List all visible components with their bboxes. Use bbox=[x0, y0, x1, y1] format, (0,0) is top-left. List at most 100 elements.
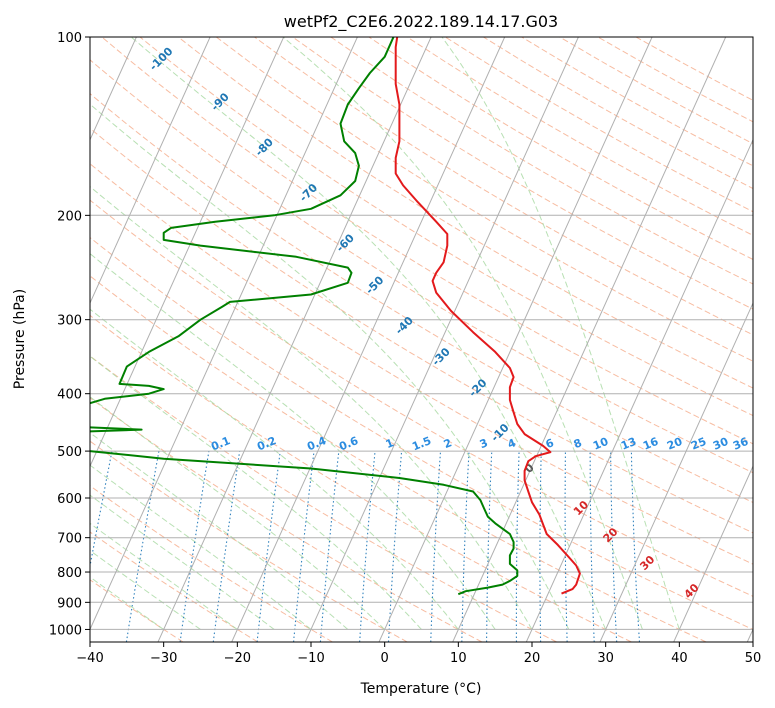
dry-adiabat bbox=[292, 37, 753, 310]
mixing-ratio-line bbox=[539, 451, 542, 642]
isotherm-line bbox=[746, 628, 753, 642]
dry-adiabat-label: -70 bbox=[297, 181, 320, 204]
mixing-ratio-label: 20 bbox=[665, 435, 684, 453]
x-tick-label: −40 bbox=[76, 651, 103, 666]
dry-adiabat bbox=[90, 275, 707, 642]
y-axis-label: Pressure (hPa) bbox=[12, 289, 28, 389]
isotherm-line bbox=[90, 37, 285, 468]
mixing-ratio-line bbox=[293, 451, 315, 642]
dry-adiabat bbox=[90, 59, 753, 474]
moist-adiabat bbox=[90, 464, 312, 630]
isotherm-line bbox=[378, 37, 653, 642]
isotherm-line bbox=[0, 37, 63, 642]
x-axis-label: Temperature (°C) bbox=[360, 681, 482, 697]
x-tick-label: 0 bbox=[381, 651, 389, 666]
mixing-ratio-line bbox=[256, 451, 281, 642]
chart-title: wetPf2_C2E6.2022.189.14.17.G03 bbox=[284, 12, 558, 32]
x-tick-label: 10 bbox=[450, 651, 467, 666]
dry-adiabat bbox=[90, 236, 753, 630]
moist-adiabat bbox=[90, 103, 570, 630]
isotherm-line bbox=[452, 37, 727, 642]
y-tick-label: 600 bbox=[57, 492, 82, 507]
isotherm-line bbox=[90, 37, 211, 305]
y-tick-label: 500 bbox=[57, 445, 82, 460]
moist-adiabat bbox=[90, 522, 238, 630]
dry-adiabat bbox=[90, 314, 632, 642]
mixing-ratio-label: 0.6 bbox=[337, 434, 360, 453]
dry-adiabat bbox=[90, 355, 557, 642]
dry-adiabat-label: -30 bbox=[430, 345, 453, 368]
y-tick-label: 100 bbox=[57, 31, 82, 46]
moist-adiabat bbox=[90, 253, 496, 630]
x-tick-label: −20 bbox=[224, 651, 251, 666]
mixing-ratio-line bbox=[564, 451, 568, 642]
moist-adiabat bbox=[90, 494, 275, 630]
mixing-ratio-line bbox=[589, 451, 595, 642]
mixing-ratio-label: 36 bbox=[731, 435, 750, 453]
dry-adiabat bbox=[90, 397, 483, 642]
moist-adiabat bbox=[90, 308, 459, 630]
moist-adiabat bbox=[90, 432, 349, 630]
isotherm-line bbox=[90, 37, 137, 142]
mixing-ratio-line bbox=[179, 451, 210, 642]
mixing-ratio-line bbox=[212, 451, 241, 642]
dry-adiabat bbox=[177, 37, 753, 389]
moist-adiabat bbox=[90, 396, 386, 630]
dry-adiabat bbox=[90, 579, 184, 642]
dry-adiabat bbox=[445, 37, 753, 213]
dry-adiabat bbox=[559, 37, 753, 145]
mixing-ratio-line bbox=[319, 451, 340, 642]
dry-adiabat bbox=[90, 531, 259, 642]
mixing-ratio-label: 10 bbox=[591, 435, 610, 453]
dry-adiabat bbox=[139, 37, 753, 417]
isotherm-line bbox=[304, 37, 579, 642]
mixing-ratio-line bbox=[630, 451, 641, 642]
mixing-ratio-label: 0.4 bbox=[305, 434, 328, 453]
dry-adiabat-label: -60 bbox=[334, 231, 357, 254]
mixing-ratio-line bbox=[486, 451, 493, 642]
x-tick-label: −10 bbox=[297, 651, 324, 666]
mixing-ratio-label: 16 bbox=[641, 435, 660, 453]
temperature-line bbox=[394, 37, 581, 595]
dry-adiabat bbox=[90, 93, 753, 503]
dry-adiabat-label: 10 bbox=[571, 498, 591, 518]
moist-adiabat bbox=[90, 549, 201, 630]
mixing-ratio-label: 2 bbox=[442, 436, 454, 451]
dry-adiabat-label: 20 bbox=[601, 525, 621, 545]
mixing-ratio-label: 13 bbox=[619, 435, 638, 453]
moist-adiabat bbox=[90, 355, 422, 630]
mixing-ratio-line bbox=[125, 451, 160, 642]
y-tick-label: 900 bbox=[57, 596, 82, 611]
dry-adiabat bbox=[90, 199, 753, 597]
dry-adiabat bbox=[368, 37, 753, 261]
dry-adiabat bbox=[101, 37, 753, 445]
moist-adiabat bbox=[282, 37, 643, 630]
dry-adiabat bbox=[254, 37, 753, 336]
moist-adiabat bbox=[130, 37, 607, 630]
isotherm-line bbox=[673, 465, 753, 642]
dry-adiabat-label: -20 bbox=[466, 376, 489, 399]
mixing-ratio-line bbox=[387, 451, 403, 642]
dry-adiabat bbox=[90, 485, 333, 642]
mixing-ratio-label: 25 bbox=[689, 435, 708, 453]
moist-adiabat bbox=[90, 185, 533, 630]
y-tick-label: 1000 bbox=[49, 623, 82, 638]
x-tick-label: −30 bbox=[150, 651, 177, 666]
dry-adiabat bbox=[483, 37, 753, 190]
dry-adiabat bbox=[90, 440, 408, 642]
isotherm-line bbox=[599, 301, 753, 642]
x-tick-label: 30 bbox=[597, 651, 614, 666]
isotherm-line bbox=[90, 37, 358, 631]
isotherm-line bbox=[231, 37, 506, 642]
dry-adiabat-label: 30 bbox=[637, 553, 657, 573]
mixing-ratio-label: 1.5 bbox=[410, 434, 433, 453]
y-tick-label: 700 bbox=[57, 532, 82, 547]
x-tick-label: 20 bbox=[524, 651, 541, 666]
dry-adiabat-label: -40 bbox=[393, 314, 416, 337]
dry-adiabat-label: -100 bbox=[147, 44, 176, 73]
moist-adiabat bbox=[90, 576, 164, 630]
mixing-ratio-label: 8 bbox=[572, 436, 584, 451]
dry-adiabat-label: -80 bbox=[253, 135, 276, 158]
mixing-ratio-label: 3 bbox=[478, 436, 490, 451]
